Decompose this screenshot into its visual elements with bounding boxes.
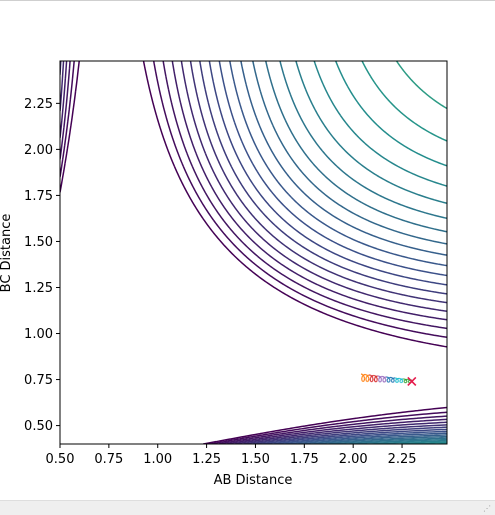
x-tick-label: 1.50	[241, 452, 270, 467]
y-tick-label: 1.25	[24, 281, 53, 296]
x-tick-label: 1.00	[143, 452, 172, 467]
x-tick-label: 1.25	[192, 452, 221, 467]
x-axis-label: AB Distance	[214, 473, 293, 488]
x-tick-label: 0.50	[46, 452, 75, 467]
y-tick-label: 1.00	[24, 327, 53, 342]
y-tick-label: 1.75	[24, 189, 53, 204]
x-tick-label: 2.25	[388, 452, 417, 467]
y-axis-label: BC Distance	[0, 214, 14, 293]
y-tick-label: 2.25	[24, 97, 53, 112]
y-tick-label: 0.50	[24, 419, 53, 434]
x-tick-label: 2.00	[339, 452, 368, 467]
x-tick-label: 0.75	[94, 452, 123, 467]
status-strip: ⋰	[0, 500, 495, 515]
x-tick-label: 1.75	[290, 452, 319, 467]
x-axis-ticks: 0.50 0.75 1.00 1.25 1.50 1.75 2.00 2.25	[46, 444, 417, 467]
y-tick-label: 2.00	[24, 143, 53, 158]
contour-plot: 0.50 0.75 1.00 1.25 1.50 1.75 2.00 2.25 0.50 0.7…	[0, 0, 495, 500]
y-tick-label: 0.75	[24, 373, 53, 388]
resize-grip-icon[interactable]: ⋰	[483, 504, 491, 513]
y-tick-label: 1.50	[24, 235, 53, 250]
y-axis-ticks: 0.50 0.75 1.00 1.25 1.50 1.75 2.00 2.25	[24, 97, 60, 434]
